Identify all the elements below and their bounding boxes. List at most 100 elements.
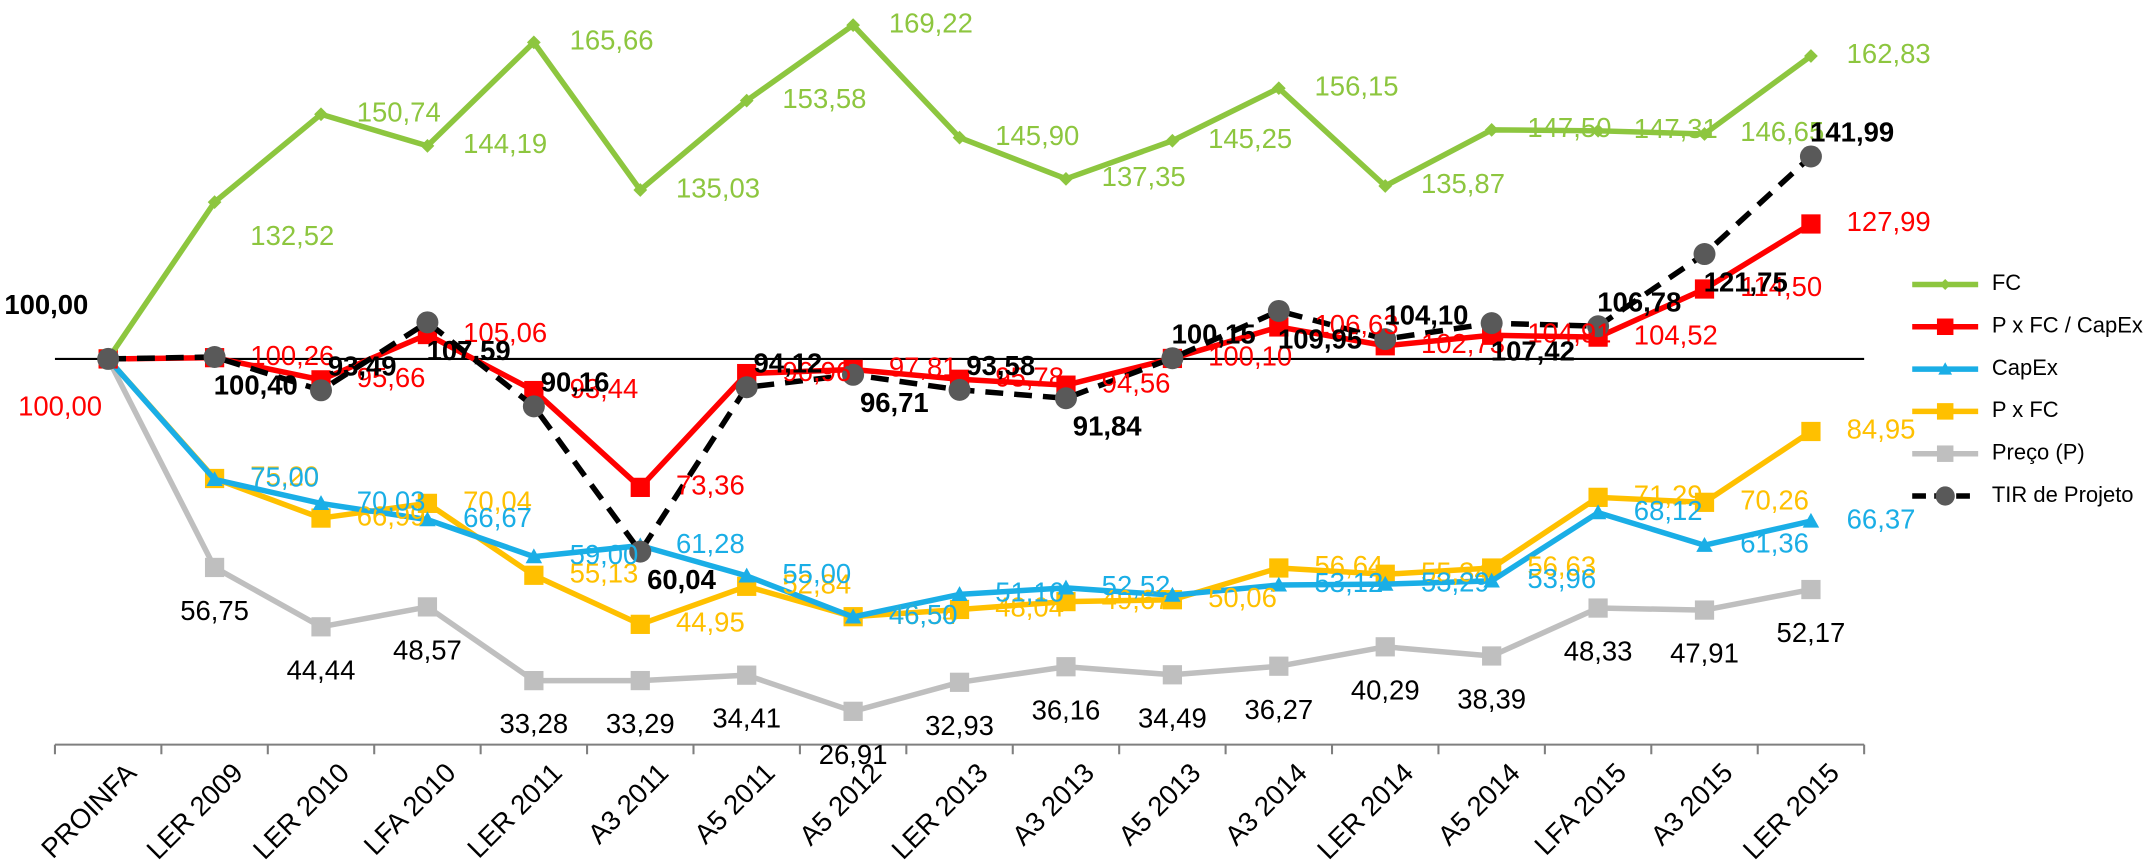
data-label: 104,10 <box>1384 299 1468 330</box>
marker <box>1271 81 1286 96</box>
x-tick-label: LER 2015 <box>1737 757 1845 865</box>
data-label: 61,36 <box>1740 527 1809 558</box>
data-label: 68,12 <box>1634 495 1703 526</box>
marker <box>630 477 650 497</box>
data-label: 109,95 <box>1278 323 1362 354</box>
data-label: 104,91 <box>1527 317 1611 348</box>
legend-marker <box>1936 403 1954 420</box>
marker <box>1269 317 1289 337</box>
marker <box>630 614 650 634</box>
series-line <box>105 22 1813 361</box>
data-label: 36,16 <box>1032 694 1101 725</box>
data-label: 107,59 <box>427 335 511 366</box>
data-label: 52,17 <box>1777 617 1846 648</box>
data-label: 50,06 <box>1208 582 1277 613</box>
marker <box>1270 576 1288 592</box>
data-label: 100,15 <box>1172 318 1256 349</box>
x-tick-label: A3 2011 <box>582 757 675 850</box>
data-label: 105,06 <box>463 317 547 348</box>
data-label: 100,40 <box>214 369 298 400</box>
marker <box>1694 600 1715 620</box>
data-label: 49,67 <box>1102 584 1171 615</box>
marker <box>419 511 436 527</box>
marker <box>949 672 970 692</box>
data-label: 96,96 <box>782 356 851 387</box>
data-label: 93,49 <box>328 351 397 382</box>
data-label: 150,74 <box>357 97 441 128</box>
data-label: 34,49 <box>1138 702 1207 733</box>
marker <box>1693 243 1716 266</box>
data-label: 70,04 <box>463 486 532 517</box>
data-label: 145,25 <box>1208 123 1292 154</box>
marker <box>1591 123 1605 138</box>
data-label: 73,36 <box>676 470 745 501</box>
data-label: 51,16 <box>995 577 1064 608</box>
legend-marker <box>1936 445 1954 462</box>
x-tick-label: A5 2014 <box>1431 757 1525 851</box>
legend-marker <box>1935 486 1955 506</box>
marker <box>1378 179 1393 193</box>
x-tick-label: LER 2011 <box>461 757 568 864</box>
x-tick-label: LER 2013 <box>885 757 993 865</box>
data-label: 59,00 <box>570 539 639 570</box>
marker <box>843 701 863 721</box>
marker <box>522 395 545 418</box>
marker <box>1269 558 1289 578</box>
data-label: 55,34 <box>1421 557 1490 588</box>
data-label: 36,27 <box>1244 694 1313 725</box>
legend-marker <box>1939 278 1951 290</box>
data-label: 47,91 <box>1670 638 1739 669</box>
data-label: 48,57 <box>393 634 462 665</box>
data-label: 48,04 <box>995 592 1064 623</box>
marker <box>416 311 439 334</box>
marker <box>206 471 223 487</box>
data-label: 66,99 <box>357 500 426 531</box>
marker <box>312 495 330 511</box>
data-label: 66,37 <box>1847 503 1916 534</box>
data-label: 48,33 <box>1564 636 1633 667</box>
legend-marker <box>1936 318 1954 336</box>
marker <box>846 18 860 33</box>
data-label: 106,63 <box>1315 309 1399 340</box>
data-label: 96,71 <box>860 387 929 418</box>
data-label: 34,41 <box>712 703 781 734</box>
data-label: 146,65 <box>1740 116 1824 147</box>
data-label: 53,12 <box>1315 567 1384 598</box>
data-label: 38,39 <box>1457 684 1526 715</box>
marker <box>1801 579 1821 600</box>
marker <box>1588 598 1608 618</box>
data-label: 153,58 <box>782 83 866 114</box>
legend-label: CapEx <box>1992 355 2058 380</box>
data-label: 33,28 <box>499 708 568 739</box>
data-label: 135,03 <box>676 172 760 203</box>
marker <box>1162 665 1183 685</box>
marker <box>203 346 226 368</box>
data-label: 147,50 <box>1527 112 1611 143</box>
marker <box>738 567 755 583</box>
marker <box>524 671 544 691</box>
marker <box>1057 579 1075 595</box>
data-label: 44,44 <box>287 654 356 685</box>
marker <box>842 363 865 386</box>
marker <box>1696 536 1713 552</box>
x-tick-label: LER 2014 <box>1311 757 1419 865</box>
marker <box>207 195 222 209</box>
marker <box>1267 299 1290 322</box>
legend-label: FC <box>1992 270 2021 295</box>
data-label: 107,42 <box>1491 336 1575 367</box>
marker <box>1799 145 1822 168</box>
x-tick-label: PROINFA <box>35 756 143 864</box>
data-label: 56,75 <box>180 595 249 626</box>
marker <box>1480 312 1503 335</box>
data-label: 165,66 <box>570 25 654 56</box>
data-label: 147,31 <box>1634 113 1718 144</box>
marker <box>1801 421 1821 442</box>
data-label: 169,22 <box>889 7 973 38</box>
series-line <box>105 357 1812 715</box>
data-label: 75,20 <box>250 461 319 492</box>
legend-marker <box>1938 362 1953 375</box>
marker <box>417 597 438 617</box>
data-label: 137,35 <box>1102 161 1186 192</box>
data-label: 46,50 <box>889 599 958 630</box>
